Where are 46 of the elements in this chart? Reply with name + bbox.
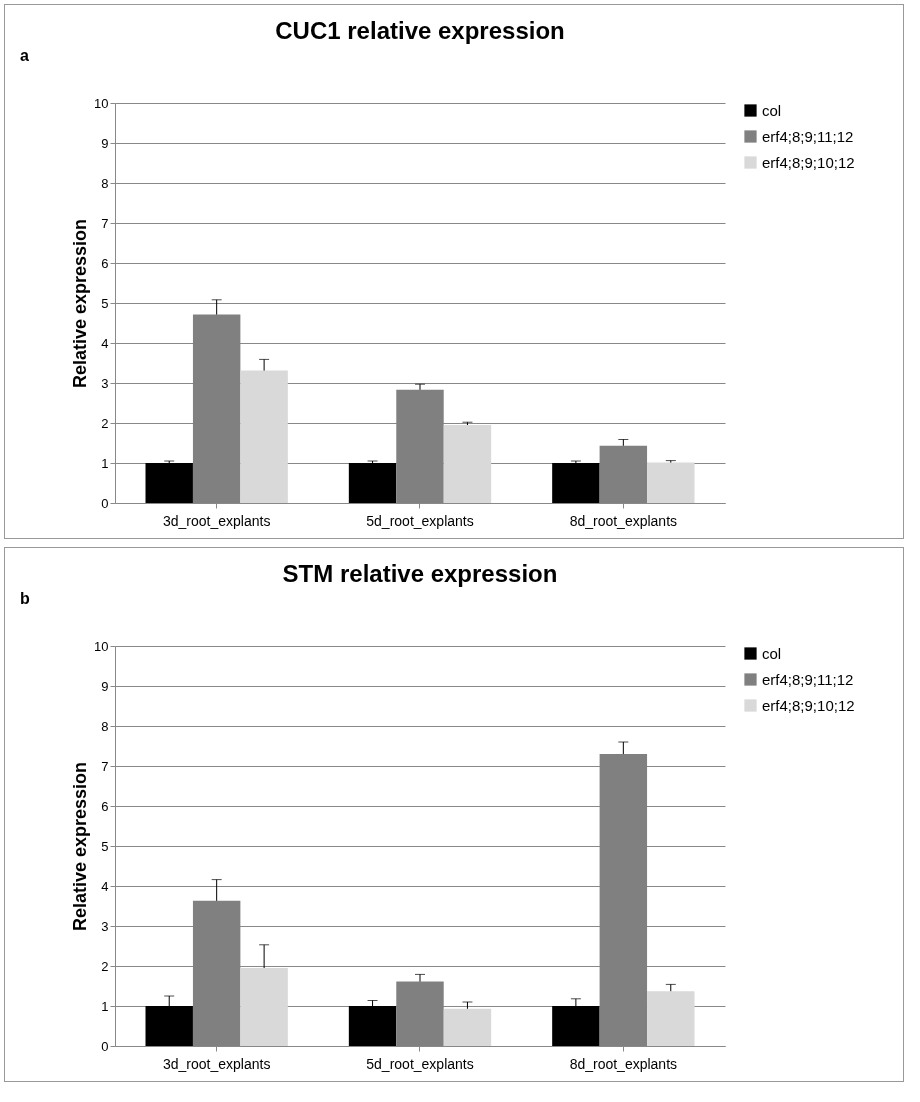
y-tick-label: 9 — [101, 678, 109, 694]
legend-label: col — [762, 644, 782, 662]
y-tick-label: 1 — [101, 455, 109, 471]
y-tick-label: 10 — [94, 95, 109, 111]
legend-label: erf4;8;9;11;12 — [762, 670, 854, 688]
y-tick-label: 6 — [101, 798, 109, 814]
y-tick-label: 7 — [101, 215, 109, 231]
y-tick-label: 9 — [101, 135, 109, 151]
bar — [240, 968, 288, 1046]
y-tick-label: 10 — [94, 638, 109, 654]
x-tick-label: 3d_root_explants — [162, 1055, 271, 1072]
legend-label: erf4;8;9;10;12 — [762, 696, 855, 714]
bar — [647, 991, 695, 1046]
x-tick-label: 3d_root_explants — [162, 512, 271, 529]
bar — [647, 462, 695, 503]
y-tick-label: 8 — [101, 175, 109, 191]
x-tick-label: 5d_root_explants — [366, 1055, 474, 1072]
y-tick-label: 1 — [101, 998, 109, 1014]
y-tick-label: 0 — [101, 495, 109, 511]
bar — [443, 1008, 492, 1046]
x-tick-label: 8d_root_explants — [569, 1055, 678, 1072]
chart-title: CUC1 relative expression — [275, 17, 565, 44]
y-tick-label: 8 — [101, 718, 109, 734]
y-axis-title: Relative expression — [70, 218, 91, 389]
y-tick-label: 3 — [101, 918, 109, 934]
y-tick-label: 3 — [101, 375, 109, 391]
text: a — [20, 47, 29, 64]
y-tick-label: 2 — [101, 415, 109, 431]
y-tick-label: 2 — [101, 958, 109, 974]
text: b — [20, 590, 30, 607]
y-tick-label: 5 — [101, 295, 109, 311]
y-tick-label: 5 — [101, 838, 109, 854]
x-tick-label: 8d_root_explants — [569, 512, 678, 529]
y-tick-label: 0 — [101, 1038, 109, 1054]
legend-label: col — [762, 101, 782, 119]
bar — [443, 425, 492, 503]
y-axis-title: Relative expression — [70, 761, 91, 932]
legend-label: erf4;8;9;10;12 — [762, 153, 855, 171]
x-tick-label: 5d_root_explants — [366, 512, 474, 529]
y-tick-label: 6 — [101, 255, 109, 271]
bar — [240, 370, 288, 503]
y-tick-label: 4 — [101, 335, 109, 351]
chart-title: STM relative expression — [282, 560, 558, 587]
legend-label: erf4;8;9;11;12 — [762, 127, 854, 145]
y-tick-label: 7 — [101, 758, 109, 774]
y-tick-label: 4 — [101, 878, 109, 894]
